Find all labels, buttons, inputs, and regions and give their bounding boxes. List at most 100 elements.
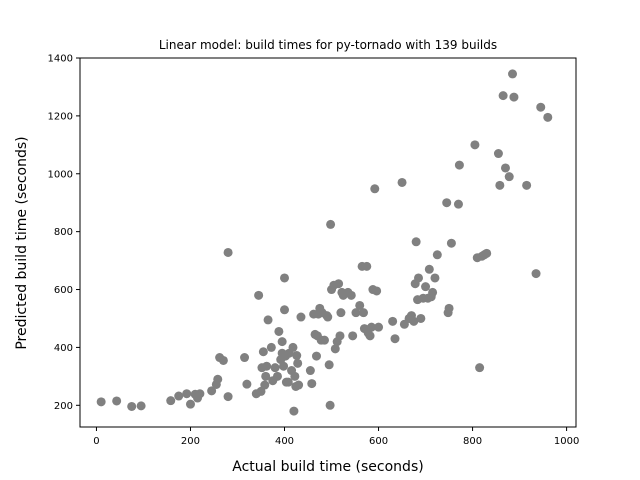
data-point [346,290,356,300]
data-point [508,69,518,79]
data-point [504,172,514,182]
data-point [182,389,192,399]
data-point [454,160,464,170]
data-point [213,374,223,384]
data-point [207,386,217,396]
plot-frame [79,57,577,428]
y-tick-label: 1000 [48,169,73,180]
data-point [336,308,346,318]
x-tick-label: 200 [181,436,200,447]
data-point [323,312,333,322]
data-point [444,303,454,313]
data-point [388,316,398,326]
data-point [292,351,302,361]
data-point [270,363,280,373]
data-point [409,316,419,326]
data-point [324,360,334,370]
data-point [185,399,195,409]
data-point [509,92,519,102]
data-point [359,308,368,318]
data-point [242,379,252,389]
x-tick-label: 600 [369,436,388,447]
data-point [442,198,452,208]
data-point [500,163,510,173]
chart-title: Linear model: build times for py-tornado… [159,38,497,52]
y-tick-label: 400 [54,343,73,354]
data-point [351,308,361,318]
data-point [498,91,508,101]
y-tick-label: 600 [54,285,73,296]
data-point [362,261,372,271]
data-point [296,312,306,322]
data-point [493,149,503,159]
y-tick-label: 1200 [48,111,73,122]
data-point [289,406,299,416]
data-point [330,344,340,354]
data-point [279,361,289,371]
data-point [411,237,421,247]
data-point [277,337,287,347]
data-point [543,112,553,122]
data-point [290,371,300,381]
data-point [326,219,336,229]
data-point [240,353,250,363]
data-point [424,264,434,274]
data-point [365,331,375,341]
data-point [283,377,293,387]
data-point [272,371,282,381]
data-point [319,335,329,345]
data-point [305,366,315,376]
data-point [254,290,264,300]
data-point [260,380,270,390]
data-point [416,313,426,323]
data-point [522,180,532,190]
data-point [294,380,304,390]
data-point [307,379,317,389]
data-point [390,334,400,344]
data-point [446,238,456,248]
data-point [112,396,122,406]
y-axis-label: Predicted build time (seconds) [14,136,30,349]
data-point [432,250,442,260]
data-point [223,247,233,257]
data-point [263,315,273,325]
data-point [166,396,176,406]
data-point [195,389,205,399]
data-point [218,355,228,365]
data-point [414,273,423,283]
data-point [136,401,146,411]
data-point [280,273,290,283]
data-point [335,331,345,341]
x-tick-label: 1000 [554,436,579,447]
data-point [531,269,541,279]
x-axis-label: Actual build time (seconds) [232,459,423,475]
y-tick-label: 1400 [48,54,73,65]
data-point [127,401,137,411]
data-point [258,347,268,357]
data-point [495,180,505,190]
x-tick-label: 800 [463,436,482,447]
data-point [453,199,463,209]
data-point [280,305,290,315]
data-point [293,358,303,368]
data-points [96,69,553,416]
data-point [311,351,321,361]
data-point [348,331,358,341]
data-point [428,287,438,297]
data-point [262,361,272,371]
data-point [475,363,485,373]
data-point [261,371,271,381]
x-axis-ticks: 0 200 400 600 800 1000 [93,427,579,447]
data-point [223,392,233,402]
data-point [174,391,184,401]
y-tick-label: 200 [54,401,73,412]
data-point [274,326,284,336]
data-point [288,342,298,352]
data-point [536,102,546,112]
data-point [430,273,440,283]
data-point [374,322,384,332]
data-point [334,279,344,289]
data-point [366,322,376,332]
